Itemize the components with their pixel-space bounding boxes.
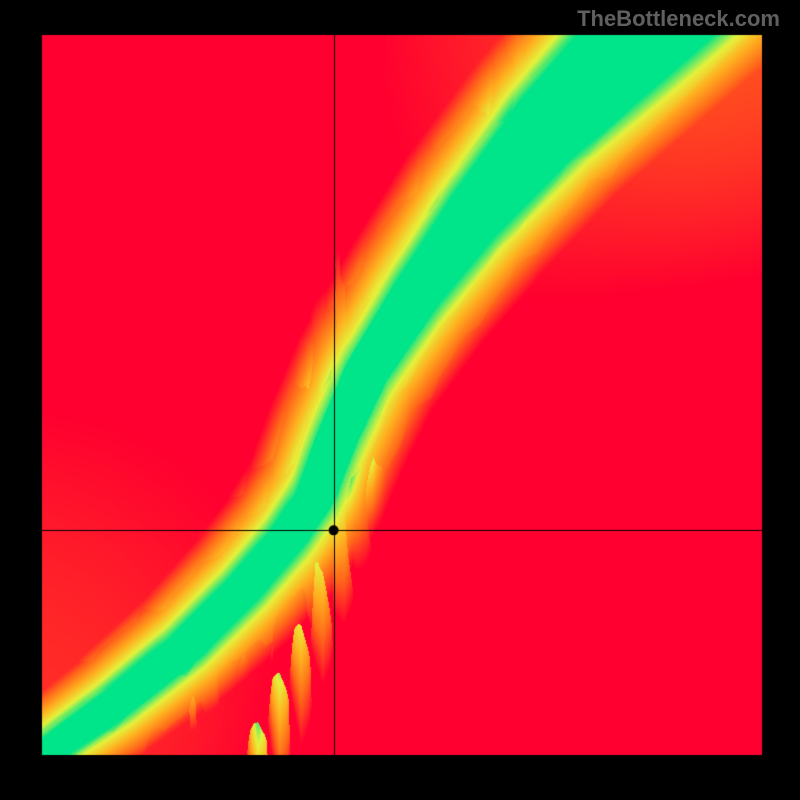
heatmap-canvas xyxy=(0,0,800,800)
chart-container: TheBottleneck.com xyxy=(0,0,800,800)
